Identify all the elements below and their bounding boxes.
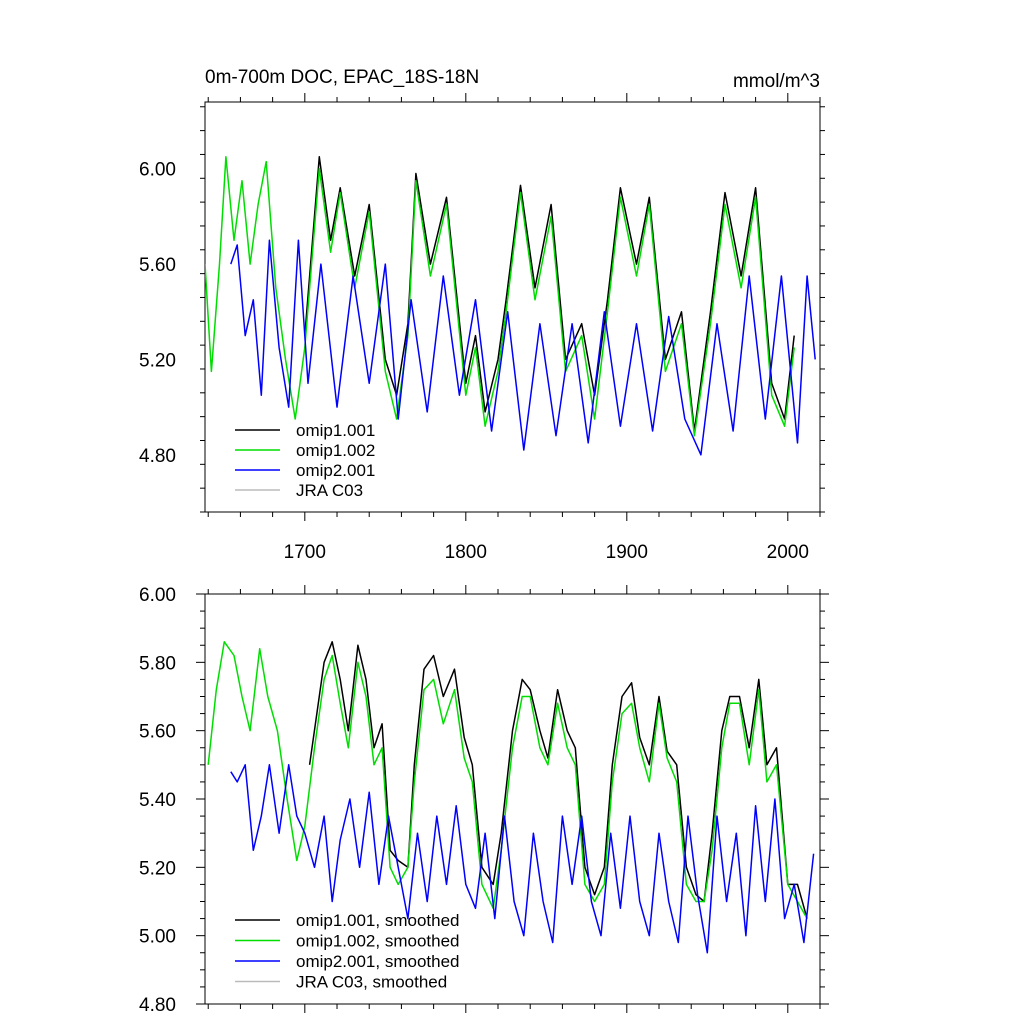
legend-label: JRA C03 — [296, 481, 363, 500]
x-tick-label: 2000 — [767, 542, 809, 563]
y-tick-label: 6.00 — [139, 585, 176, 606]
x-tick-label: 1800 — [445, 542, 487, 563]
legend-label: omip1.002, smoothed — [296, 932, 460, 951]
legend-label: omip1.002 — [296, 441, 375, 460]
legend-label: omip1.001, smoothed — [296, 911, 460, 930]
series-line-omip1-001 — [304, 156, 795, 432]
series-line-omip2-001-smoothed — [230, 764, 815, 954]
series-line-omip2-001 — [230, 239, 816, 456]
legend-label: omip1.001 — [296, 421, 375, 440]
top-chart-title: 0m-700m DOC, EPAC_18S-18N — [205, 67, 479, 88]
y-tick-label: 6.00 — [139, 160, 176, 181]
y-tick-label: 5.20 — [139, 350, 176, 371]
bottom-panel: 4.80 5.00 5.20 5.40 5.60 5.80 6.00 omip1.001, s… — [139, 585, 829, 1016]
y-tick-label: 5.60 — [139, 255, 176, 276]
y-tick-label: 4.80 — [139, 995, 176, 1016]
y-tick-label: 5.40 — [139, 790, 176, 811]
series-line-omip1-001-smoothed — [308, 641, 808, 919]
y-tick-label: 5.20 — [139, 858, 176, 879]
legend-label: omip2.001, smoothed — [296, 952, 460, 971]
top-panel: 0m-700m DOC, EPAC_18S-18N mmol/m^3 1700 1… — [139, 67, 825, 563]
x-tick-label: 1700 — [284, 542, 326, 563]
y-tick-label: 4.80 — [139, 446, 176, 467]
top-chart-units: mmol/m^3 — [733, 71, 820, 92]
y-tick-label: 5.80 — [139, 653, 176, 674]
legend-label: omip2.001 — [296, 461, 375, 480]
plot-frame — [204, 101, 821, 513]
legend-label: JRA C03, smoothed — [296, 973, 447, 992]
y-tick-label: 5.00 — [139, 927, 176, 948]
y-tick-label: 5.60 — [139, 722, 176, 743]
series-line-omip1-002 — [205, 156, 795, 437]
x-tick-label: 1900 — [606, 542, 648, 563]
